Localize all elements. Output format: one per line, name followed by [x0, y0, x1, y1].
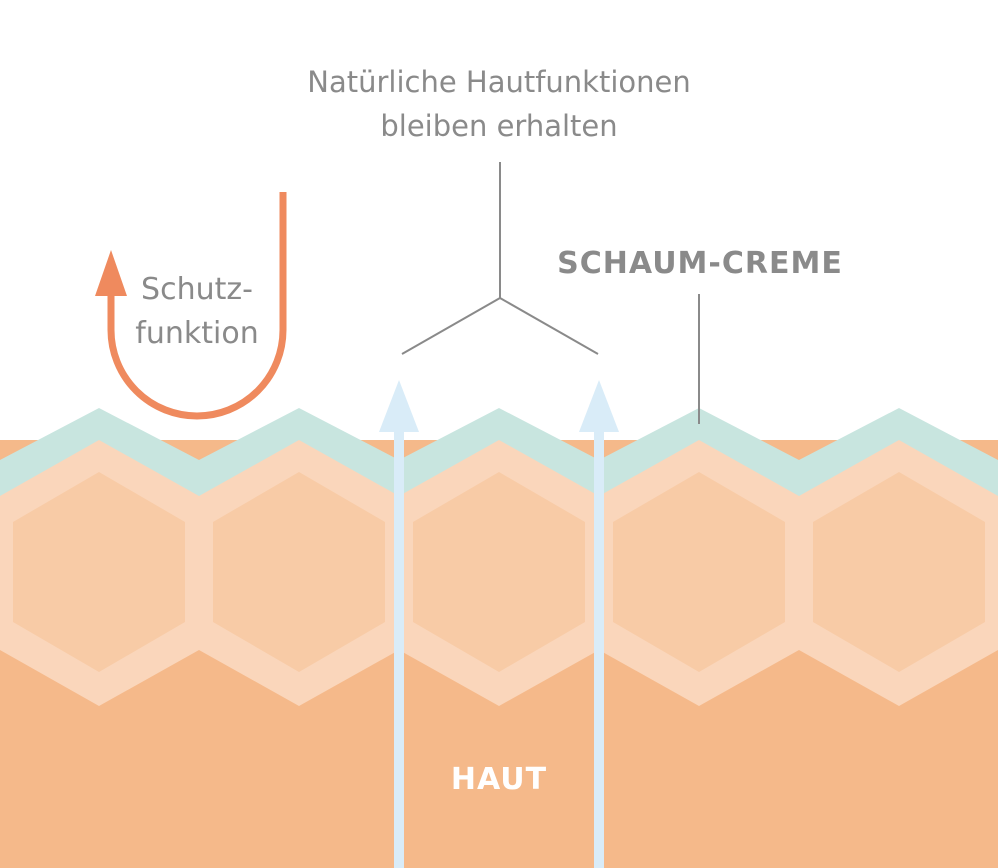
- natural-functions-line-1: Natürliche Hautfunktionen: [307, 65, 691, 99]
- protection-line-2: funktion: [135, 316, 259, 351]
- skin-cell: [813, 472, 985, 672]
- foam-layer: [0, 408, 998, 496]
- natural-functions-line-2: bleiben erhalten: [380, 109, 618, 143]
- protection-arrow: [95, 192, 287, 420]
- haut-label: HAUT: [450, 762, 548, 797]
- protection-label: Schutz- funktion: [112, 268, 282, 356]
- schaum-creme-label: SCHAUM-CREME: [557, 246, 843, 281]
- natural-functions-leader: [401, 162, 599, 355]
- skin-cell: [13, 472, 185, 672]
- cell-hexagons: [13, 472, 985, 672]
- natural-functions-label: Natürliche Hautfunktionen bleiben erhalt…: [249, 60, 749, 148]
- protection-line-1: Schutz-: [141, 272, 253, 307]
- skin-cell: [413, 472, 585, 672]
- skin-cell: [613, 472, 785, 672]
- skin-cell: [213, 472, 385, 672]
- penetration-arrow: [579, 380, 619, 868]
- penetration-arrow: [379, 380, 419, 868]
